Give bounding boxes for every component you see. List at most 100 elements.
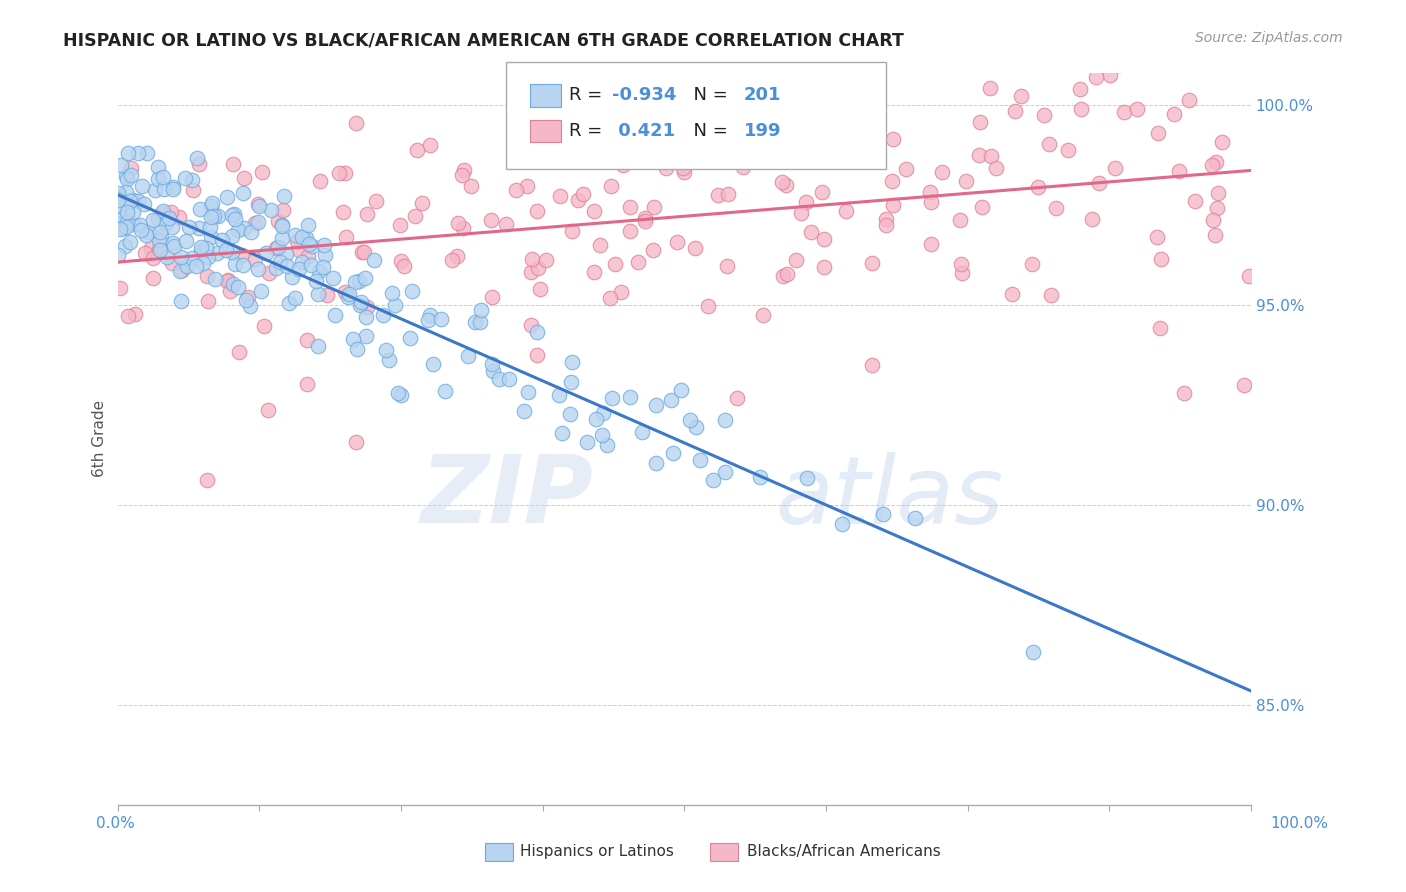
Point (157, 211, 180, 225)
Point (969, 148, 991, 162)
Point (231, 248, 253, 262)
Point (153, 181, 176, 195)
Point (1038, 137, 1060, 152)
Point (949, 213, 972, 227)
Point (1146, 230, 1168, 244)
Point (238, 290, 260, 304)
Point (1163, 107, 1185, 121)
Point (162, 182, 184, 196)
Point (276, 260, 298, 274)
Point (120, 161, 142, 175)
Point (519, 265, 541, 279)
Y-axis label: 6th Grade: 6th Grade (93, 401, 107, 477)
Point (347, 274, 370, 288)
Point (142, 251, 165, 265)
Point (264, 241, 287, 255)
Point (468, 315, 491, 329)
Point (115, 185, 138, 199)
Point (481, 290, 503, 304)
Text: Hispanics or Latinos: Hispanics or Latinos (520, 845, 673, 859)
Point (770, 175, 793, 189)
Point (1022, 645, 1045, 659)
Point (270, 218, 292, 232)
Point (297, 333, 319, 347)
Point (201, 196, 224, 211)
Point (804, 104, 827, 119)
Point (240, 225, 263, 239)
Point (295, 231, 318, 245)
Point (200, 199, 222, 213)
Point (305, 274, 328, 288)
Point (276, 246, 298, 260)
Point (232, 221, 254, 235)
Point (115, 215, 138, 229)
Point (813, 232, 835, 246)
Point (354, 270, 377, 285)
Point (169, 264, 191, 278)
Point (350, 295, 373, 310)
Point (969, 115, 991, 129)
Point (401, 284, 423, 298)
Point (354, 310, 377, 325)
Point (526, 325, 548, 339)
Point (714, 413, 737, 427)
Point (451, 220, 474, 235)
Point (564, 59, 586, 73)
Point (582, 204, 605, 219)
Point (627, 255, 650, 269)
Point (560, 376, 582, 390)
Point (1233, 377, 1256, 392)
Point (344, 116, 367, 130)
Point (174, 235, 197, 249)
Point (831, 516, 853, 531)
Point (591, 427, 613, 442)
Point (200, 230, 222, 244)
Text: R =: R = (569, 122, 609, 140)
Point (1087, 176, 1109, 190)
Point (513, 404, 536, 418)
Point (308, 264, 330, 278)
Point (634, 213, 657, 227)
Point (495, 217, 517, 231)
Point (247, 215, 270, 229)
Point (143, 183, 166, 197)
Point (796, 471, 818, 485)
Point (717, 187, 740, 202)
Point (548, 189, 571, 203)
Point (177, 219, 200, 234)
Point (222, 207, 245, 221)
Point (356, 301, 378, 315)
Point (672, 161, 695, 176)
Point (811, 185, 834, 199)
Point (950, 257, 973, 271)
Point (287, 243, 309, 257)
Point (180, 173, 202, 187)
Point (1202, 212, 1225, 227)
Point (1085, 70, 1108, 85)
Point (860, 256, 883, 270)
Point (1098, 68, 1121, 82)
Point (200, 210, 222, 224)
Point (233, 171, 256, 186)
Point (155, 216, 177, 230)
Point (333, 166, 356, 180)
Point (688, 153, 710, 168)
Point (399, 331, 422, 345)
Point (267, 240, 290, 254)
Point (349, 298, 371, 312)
Point (785, 253, 807, 268)
Point (619, 224, 641, 238)
Point (110, 158, 132, 172)
Point (235, 293, 257, 307)
Point (481, 364, 503, 378)
Point (239, 299, 262, 313)
Text: HISPANIC OR LATINO VS BLACK/AFRICAN AMERICAN 6TH GRADE CORRELATION CHART: HISPANIC OR LATINO VS BLACK/AFRICAN AMER… (63, 31, 904, 49)
Point (222, 277, 245, 291)
Point (224, 211, 246, 226)
Point (117, 146, 139, 161)
Point (169, 210, 191, 224)
Point (1081, 211, 1104, 226)
Point (526, 348, 548, 362)
Point (561, 355, 583, 369)
Point (247, 198, 270, 212)
